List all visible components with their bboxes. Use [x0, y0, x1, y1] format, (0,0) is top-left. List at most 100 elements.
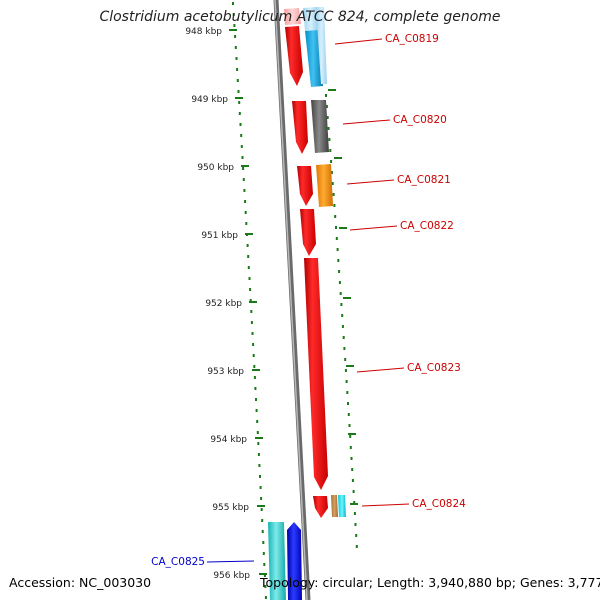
gene-ca-c0825-cds[interactable]	[287, 522, 302, 600]
gene-ca-c0819-cds[interactable]	[285, 26, 303, 86]
ruler-dot	[331, 182, 334, 185]
ruler-dot	[252, 343, 255, 346]
gene-ca-c0825-teal-feature[interactable]	[268, 522, 286, 600]
gene-ca-c0820-group[interactable]	[292, 100, 329, 154]
gene-label-ca-c0825[interactable]: CA_C0825	[151, 556, 205, 568]
ruler-tick-label: 949 kbp	[191, 95, 228, 105]
ruler-dot	[249, 288, 252, 291]
ruler-dot	[237, 90, 240, 93]
outer-ruler-ticks	[328, 89, 358, 505]
gene-ca-c0825-group[interactable]	[268, 522, 302, 600]
ruler-dot	[240, 134, 243, 137]
ruler-ticks: 948 kbp 949 kbp 950 kbp 951 kbp 952 kbp …	[185, 27, 267, 581]
gene-ca-c0819-lightblue-feature[interactable]	[303, 7, 318, 31]
gene-ca-c0824-group[interactable]	[313, 495, 346, 518]
gene-label-ca-c0820[interactable]: CA_C0820	[393, 114, 447, 126]
gene-label-ca-c0822[interactable]: CA_C0822	[400, 220, 454, 232]
gene-ca-c0822-cds[interactable]	[300, 209, 316, 256]
outer-ruler-dots	[325, 94, 358, 548]
ruler-tick-label: 955 kbp	[212, 503, 249, 513]
gene-labels: CA_C0819 CA_C0820 CA_C0821 CA_C0822 CA_C…	[151, 33, 466, 568]
ruler-dot	[327, 127, 330, 130]
gene-ca-c0822-group[interactable]	[300, 209, 316, 256]
ruler-dot	[261, 530, 264, 533]
ruler-dot	[341, 314, 344, 317]
ruler-dot	[244, 200, 247, 203]
ruler-dot	[355, 545, 358, 548]
ruler-dot	[348, 424, 351, 427]
accession-info: Accession: NC_003030	[9, 575, 151, 590]
ruler-tick-label: 953 kbp	[207, 367, 244, 377]
chromosome-backbone	[273, 0, 311, 600]
ruler-dot	[344, 358, 347, 361]
ruler-dot	[347, 413, 350, 416]
ruler-dot	[332, 193, 335, 196]
ruler-dot	[247, 255, 250, 258]
ruler-dot	[252, 354, 255, 357]
ruler-dot	[351, 468, 354, 471]
gene-label-ca-c0824[interactable]: CA_C0824	[412, 498, 466, 510]
gene-ca-c0823-group[interactable]	[304, 258, 328, 490]
ruler-dot	[335, 226, 337, 229]
accession-label: Accession:	[9, 575, 76, 590]
ruler-dot	[262, 552, 265, 555]
ruler-dot	[352, 490, 355, 493]
inner-ruler-dots	[232, 2, 267, 599]
ruler-dot	[351, 479, 354, 482]
gene-ca-c0824-aqua-feature[interactable]	[338, 495, 346, 517]
ruler-dot	[232, 13, 235, 16]
ruler-dot	[347, 402, 349, 405]
gene-label-ca-c0821[interactable]: CA_C0821	[397, 174, 451, 186]
ruler-dot	[338, 281, 341, 284]
ruler-tick-label: 954 kbp	[210, 435, 247, 445]
genes-label: Genes:	[519, 575, 564, 590]
ruler-dot	[236, 79, 239, 82]
ruler-dot	[330, 171, 333, 174]
gene-ca-c0819-group[interactable]	[284, 7, 327, 87]
ruler-dot	[257, 442, 260, 445]
gene-ca-c0821-group[interactable]	[297, 164, 333, 207]
ruler-dot	[244, 211, 247, 214]
ruler-tick-label: 948 kbp	[185, 27, 222, 37]
gene-ca-c0821-orange-feature[interactable]	[316, 164, 333, 207]
ruler-tick-label: 956 kbp	[213, 571, 250, 581]
ruler-dot	[354, 523, 357, 526]
gene-label-leaders	[206, 38, 410, 563]
ruler-dot	[349, 435, 352, 438]
gene-ca-c0820-cds[interactable]	[292, 101, 308, 154]
ruler-dot	[259, 475, 261, 478]
ruler-dot	[325, 105, 328, 108]
gene-ca-c0819-lightblue-tail[interactable]	[316, 7, 327, 84]
ruler-dot	[353, 512, 356, 515]
gene-ca-c0823-cds[interactable]	[304, 258, 328, 490]
ruler-dot	[243, 189, 246, 192]
topology-value: circular	[322, 575, 369, 590]
gene-ca-c0824-cds[interactable]	[313, 496, 328, 518]
gene-ca-c0819-pink-cds[interactable]	[284, 8, 301, 25]
ruler-dot	[335, 237, 338, 240]
ruler-dot	[236, 68, 239, 71]
gene-label-ca-c0819[interactable]: CA_C0819	[385, 33, 439, 45]
ruler-dot	[250, 310, 253, 313]
ruler-dot	[254, 387, 257, 390]
gene-ca-c0824-brown-feature[interactable]	[331, 495, 338, 517]
ruler-dot	[260, 497, 263, 500]
ruler-dot	[339, 292, 342, 295]
ruler-dot	[325, 94, 327, 97]
gene-ca-c0820-gray-feature[interactable]	[311, 100, 329, 153]
ruler-dot	[338, 270, 341, 273]
ruler-dot	[258, 464, 261, 467]
gene-label-ca-c0823[interactable]: CA_C0823	[407, 362, 461, 374]
gene-ca-c0821-cds[interactable]	[297, 166, 313, 206]
ruler-dot	[233, 24, 236, 27]
ruler-dot	[246, 244, 249, 247]
genes-value: 3,777	[567, 575, 600, 590]
ruler-dot	[259, 486, 262, 489]
ruler-dot	[263, 574, 266, 577]
ruler-dot	[262, 541, 265, 544]
ruler-dot	[333, 204, 336, 207]
ruler-dot	[240, 145, 243, 148]
ruler-dot	[255, 398, 257, 401]
ruler-dot	[334, 215, 337, 218]
